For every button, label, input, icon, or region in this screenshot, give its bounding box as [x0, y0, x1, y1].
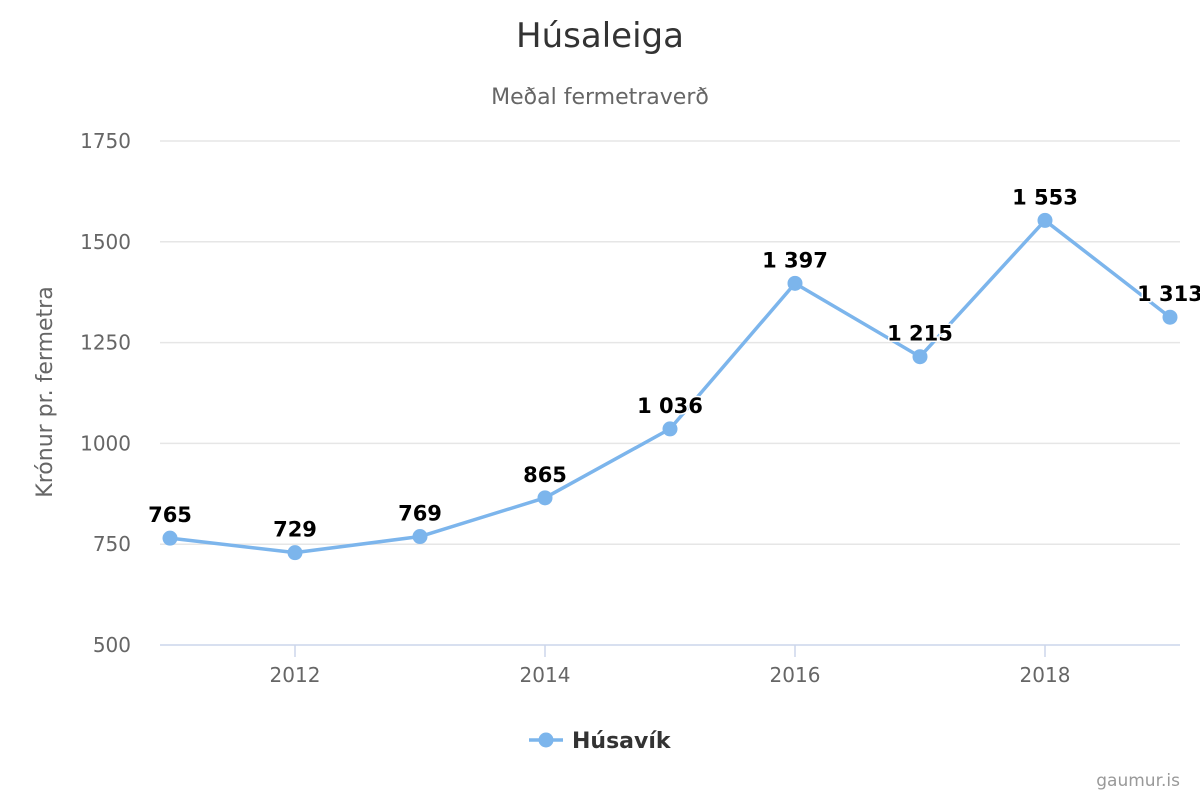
data-point[interactable]	[1162, 309, 1178, 325]
legend-item-husavik[interactable]: Húsavík	[529, 729, 672, 754]
data-point[interactable]	[662, 421, 678, 437]
data-point[interactable]	[162, 530, 178, 546]
data-point[interactable]	[912, 349, 928, 365]
data-label: 765	[148, 503, 192, 527]
data-label: 769	[398, 502, 442, 526]
data-point[interactable]	[412, 529, 428, 545]
y-tick-label: 1500	[80, 230, 131, 254]
y-tick-label: 1750	[80, 129, 131, 153]
chart-subtitle: Meðal fermetraverð	[491, 85, 709, 110]
x-tick-label: 2014	[520, 663, 571, 687]
data-point[interactable]	[287, 545, 303, 561]
y-tick-label: 500	[93, 633, 131, 657]
data-label: 729	[273, 518, 317, 542]
x-tick-label: 2012	[270, 663, 321, 687]
x-tick-label: 2016	[770, 663, 821, 687]
data-label: 1 553	[1012, 185, 1078, 209]
data-point[interactable]	[1037, 212, 1053, 228]
data-label: 865	[523, 463, 567, 487]
chart-title: Húsaleiga	[516, 16, 684, 56]
legend-marker-symbol	[538, 732, 554, 748]
data-labels: 765 729 769 865 1 036 1 397 1 215 1 553 1 313	[147, 184, 1200, 543]
y-axis-label: Krónur pr. fermetra	[33, 286, 58, 497]
x-axis: 2012 2014 2016 2018	[160, 644, 1180, 687]
y-tick-label: 1250	[80, 331, 131, 355]
data-point[interactable]	[787, 275, 803, 291]
legend-label: Húsavík	[572, 729, 672, 754]
x-tick-label: 2018	[1020, 663, 1071, 687]
data-label: 1 215	[887, 322, 953, 346]
grid-lines: 500 750 1000 1250 1500 1750	[80, 129, 1180, 657]
data-label: 1 313	[1137, 282, 1200, 306]
y-tick-label: 1000	[80, 431, 131, 455]
credit-text[interactable]: gaumur.is	[1096, 771, 1180, 791]
data-label: 1 397	[762, 248, 828, 272]
series-line[interactable]	[168, 218, 1172, 555]
series-husavik[interactable]	[162, 212, 1178, 561]
legend[interactable]: Húsavík	[529, 729, 672, 754]
y-tick-label: 750	[93, 532, 131, 556]
data-point[interactable]	[537, 490, 553, 506]
data-label: 1 036	[637, 394, 703, 418]
